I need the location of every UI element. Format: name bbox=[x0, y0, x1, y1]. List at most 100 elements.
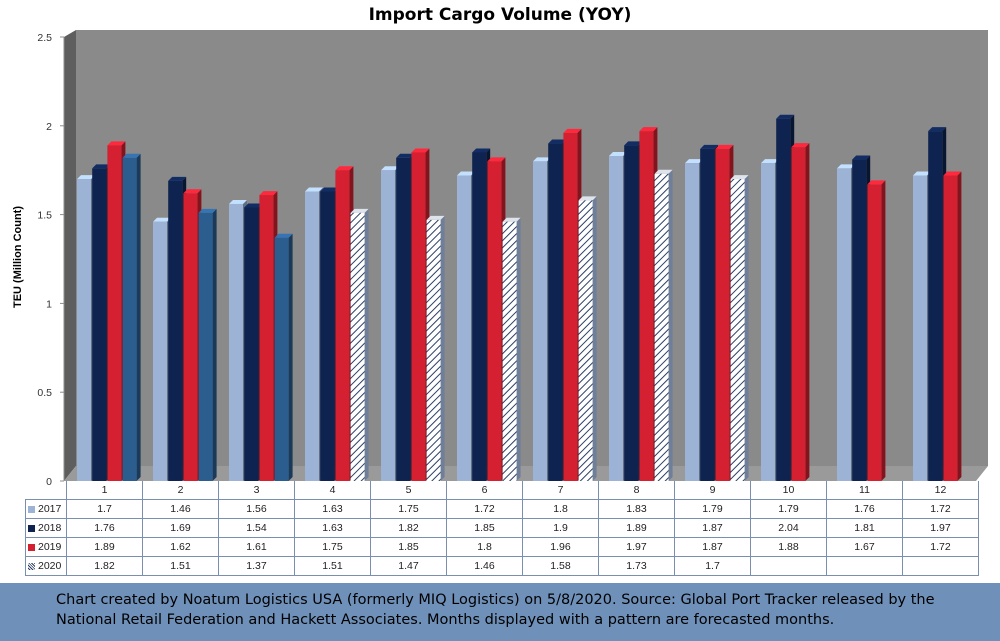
footer-note: Chart created by Noatum Logistics USA (f… bbox=[0, 583, 1000, 641]
bar-top bbox=[411, 148, 430, 153]
bar-front bbox=[730, 179, 745, 481]
bar-front bbox=[77, 179, 91, 481]
data-label: 1.73 bbox=[598, 556, 675, 576]
table-row: 2019 1.89 1.62 1.61 1.75 1.85 1.8 1.96 1.97 1.87 1… bbox=[25, 537, 979, 557]
bar-side bbox=[364, 208, 369, 481]
bar-front bbox=[867, 184, 882, 481]
data-label: 1.79 bbox=[750, 499, 827, 519]
bar-front bbox=[654, 173, 669, 481]
bar-front bbox=[533, 161, 547, 481]
bar-side bbox=[957, 171, 962, 481]
bar-side bbox=[516, 217, 521, 482]
bar-top bbox=[943, 171, 962, 176]
bar-front bbox=[472, 152, 487, 481]
bar-top bbox=[654, 169, 673, 174]
data-label: 2.04 bbox=[750, 518, 827, 538]
y-tick-label: 2.5 bbox=[37, 32, 52, 44]
data-label: 1.89 bbox=[598, 518, 675, 538]
bar-front bbox=[928, 131, 943, 482]
bar-top bbox=[700, 144, 719, 149]
bar-side bbox=[212, 208, 217, 481]
data-label bbox=[902, 556, 979, 576]
bar-top bbox=[244, 203, 263, 208]
bar-front bbox=[639, 131, 654, 482]
y-tick-label: 1.5 bbox=[37, 210, 52, 222]
data-label bbox=[826, 556, 903, 576]
plot-back-wall bbox=[76, 30, 988, 466]
bar-top bbox=[77, 175, 95, 180]
data-label: 1.51 bbox=[142, 556, 219, 576]
bar-top bbox=[396, 153, 415, 158]
bar-front bbox=[791, 147, 806, 481]
bar-front bbox=[715, 148, 730, 481]
data-label: 1.46 bbox=[142, 499, 219, 519]
bar-top bbox=[639, 127, 658, 132]
bar-front bbox=[913, 175, 927, 481]
data-label: 1.46 bbox=[446, 556, 523, 576]
category-label: 4 bbox=[294, 481, 371, 500]
bar-chart: 00.511.522.5 TEU (Million Count) bbox=[12, 30, 988, 488]
data-label: 1.63 bbox=[294, 499, 371, 519]
plot-side-wall bbox=[64, 30, 76, 481]
bar-top bbox=[350, 208, 369, 213]
bar-front bbox=[335, 170, 350, 481]
bar-top bbox=[837, 164, 855, 169]
bar-2020-3 bbox=[274, 233, 293, 481]
table-corner bbox=[25, 481, 67, 500]
bar-top bbox=[867, 180, 886, 185]
legend-label: 2017 bbox=[38, 503, 62, 515]
data-label: 1.85 bbox=[446, 518, 523, 538]
data-label: 1.7 bbox=[674, 556, 751, 576]
bar-front bbox=[350, 212, 365, 481]
data-label: 1.56 bbox=[218, 499, 295, 519]
data-label: 1.89 bbox=[66, 537, 143, 557]
bar-top bbox=[791, 143, 810, 148]
bar-front bbox=[761, 163, 775, 481]
bar-top bbox=[107, 141, 126, 146]
bar-front bbox=[274, 237, 289, 481]
legend-label: 2020 bbox=[38, 560, 62, 572]
bar-2019-10 bbox=[791, 143, 810, 481]
bar-top bbox=[563, 128, 582, 133]
bar-front bbox=[943, 175, 958, 481]
bar-front bbox=[624, 145, 639, 481]
bar-top bbox=[533, 157, 551, 162]
bar-side bbox=[136, 153, 141, 481]
bar-front bbox=[305, 191, 319, 481]
category-label: 8 bbox=[598, 481, 675, 500]
bar-side bbox=[881, 180, 886, 481]
data-label: 1.47 bbox=[370, 556, 447, 576]
bar-top bbox=[487, 157, 506, 162]
data-label: 1.81 bbox=[826, 518, 903, 538]
category-label: 1 bbox=[66, 481, 143, 500]
bar-front bbox=[685, 163, 699, 481]
data-label: 1.97 bbox=[902, 518, 979, 538]
bar-top bbox=[274, 233, 293, 238]
legend-entry: 2017 bbox=[25, 499, 67, 519]
bar-front bbox=[502, 221, 517, 482]
bar-front bbox=[381, 170, 395, 481]
data-table: 1 2 3 4 5 6 7 8 9 10 11 12 2017 1.7 1.46 1.56 1.63 1.75 1.… bbox=[25, 481, 979, 576]
category-label: 6 bbox=[446, 481, 523, 500]
category-label: 9 bbox=[674, 481, 751, 500]
bar-2020-2 bbox=[198, 208, 217, 481]
data-label: 1.76 bbox=[826, 499, 903, 519]
data-label: 1.51 bbox=[294, 556, 371, 576]
bar-front bbox=[609, 155, 623, 481]
table-row: 2018 1.76 1.69 1.54 1.63 1.82 1.85 1.9 1.89 1.87 2… bbox=[25, 518, 979, 538]
bar-2020-6 bbox=[502, 217, 521, 482]
table-row: 2020 1.82 1.51 1.37 1.51 1.47 1.46 1.58 1.73 1.7 bbox=[25, 556, 979, 576]
bar-top bbox=[776, 114, 795, 119]
y-tick-label: 2 bbox=[46, 121, 52, 133]
y-tick-label: 1 bbox=[46, 298, 52, 310]
bar-front bbox=[168, 180, 183, 481]
bar-front bbox=[396, 157, 411, 481]
bar-front bbox=[183, 193, 198, 481]
data-label: 1.96 bbox=[522, 537, 599, 557]
bar-side bbox=[440, 215, 445, 482]
category-label: 2 bbox=[142, 481, 219, 500]
data-label: 1.7 bbox=[66, 499, 143, 519]
bar-top bbox=[578, 196, 597, 201]
category-label: 10 bbox=[750, 481, 827, 500]
legend-entry: 2019 bbox=[25, 537, 67, 557]
